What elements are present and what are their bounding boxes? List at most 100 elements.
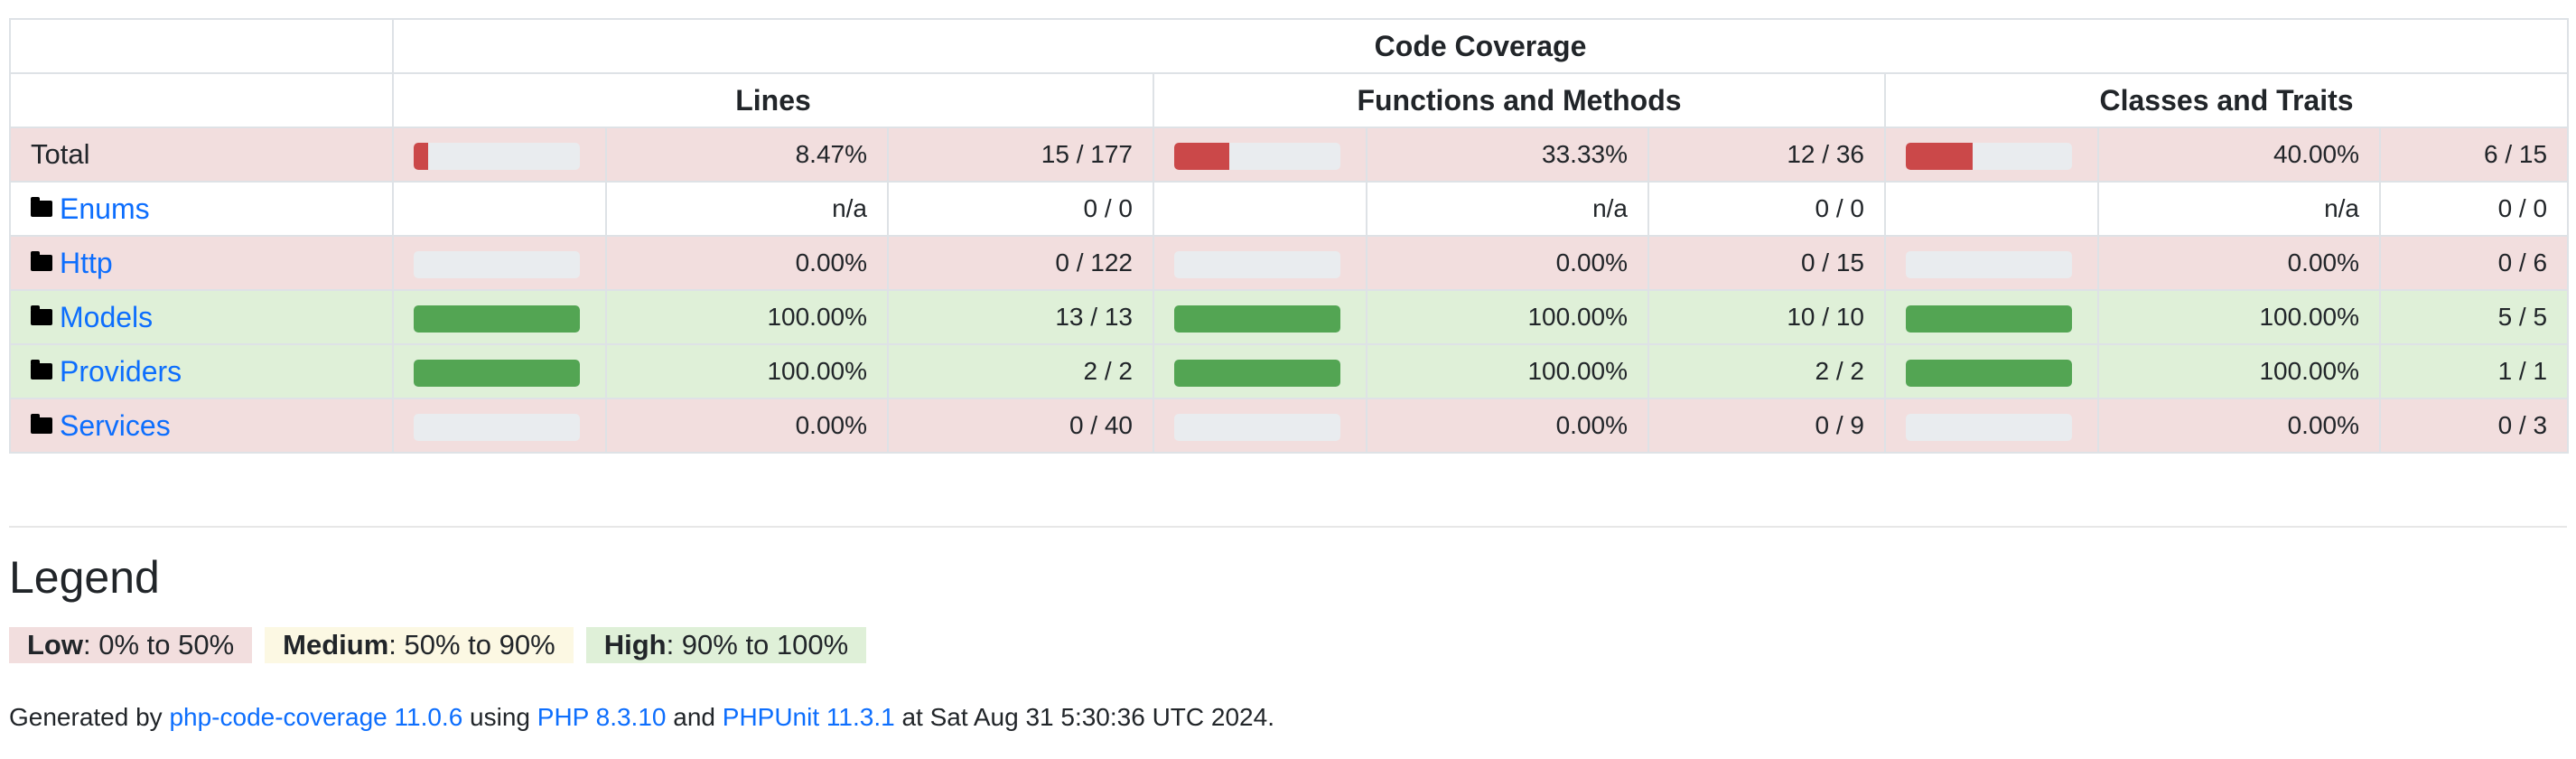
classes-progress-bar bbox=[1906, 305, 2072, 333]
header-functions: Functions and Methods bbox=[1153, 72, 1886, 128]
legend-title: Legend bbox=[9, 552, 160, 603]
row-name-cell: Providers bbox=[9, 343, 394, 399]
section-divider bbox=[9, 526, 2567, 528]
functions-percent: 100.00% bbox=[1366, 289, 1649, 345]
functions-progress-fill bbox=[1174, 360, 1340, 387]
directory-link[interactable]: Services bbox=[60, 408, 171, 442]
classes-percent: 100.00% bbox=[2097, 343, 2381, 399]
functions-bar-cell bbox=[1153, 126, 1367, 183]
directory-link[interactable]: Models bbox=[60, 300, 154, 333]
functions-progress-bar bbox=[1174, 305, 1340, 333]
functions-percent: 33.33% bbox=[1366, 126, 1649, 183]
directory-link[interactable]: Providers bbox=[60, 354, 182, 388]
classes-progress-fill bbox=[1906, 305, 2072, 333]
lines-percent: 0.00% bbox=[605, 235, 889, 291]
header-empty-cell bbox=[9, 18, 394, 74]
header-row-2: Lines Functions and Methods Classes and … bbox=[9, 72, 2570, 128]
lines-count: 0 / 0 bbox=[887, 181, 1154, 237]
lines-progress-fill bbox=[414, 305, 580, 333]
footer: Generated by php-code-coverage 11.0.6 us… bbox=[9, 703, 1274, 732]
row-name-cell: Http bbox=[9, 235, 394, 291]
functions-progress-bar bbox=[1174, 360, 1340, 387]
lines-progress-bar bbox=[414, 251, 580, 278]
functions-progress-bar bbox=[1174, 143, 1340, 170]
classes-count: 0 / 3 bbox=[2378, 398, 2570, 454]
footer-timestamp: at Sat Aug 31 5:30:36 UTC 2024. bbox=[894, 703, 1274, 731]
classes-bar-cell bbox=[1884, 398, 2099, 454]
classes-count: 6 / 15 bbox=[2378, 126, 2570, 183]
header-lines: Lines bbox=[392, 72, 1154, 128]
lines-count: 15 / 177 bbox=[887, 126, 1154, 183]
classes-progress-bar bbox=[1906, 414, 2072, 441]
table-row: Models 100.00% 13 / 13 100.00% 10 / 10 100.00… bbox=[9, 289, 2570, 345]
classes-bar-cell bbox=[1884, 343, 2099, 399]
lines-progress-bar bbox=[414, 143, 580, 170]
functions-count: 12 / 36 bbox=[1647, 126, 1886, 183]
row-name-cell: Enums bbox=[9, 181, 394, 237]
classes-progress-fill bbox=[1906, 143, 1973, 170]
legend-high-label: High bbox=[603, 629, 667, 661]
classes-count: 0 / 0 bbox=[2378, 181, 2570, 237]
legend-high: High: 90% to 100% bbox=[585, 627, 867, 663]
classes-bar-cell bbox=[1884, 181, 2099, 237]
lines-progress-bar bbox=[414, 305, 580, 333]
table-row: Services 0.00% 0 / 40 0.00% 0 / 9 0.00% 0 / 3 bbox=[9, 398, 2570, 454]
lines-count: 2 / 2 bbox=[887, 343, 1154, 399]
lines-count: 13 / 13 bbox=[887, 289, 1154, 345]
lines-count: 0 / 40 bbox=[887, 398, 1154, 454]
row-name-cell: Services bbox=[9, 398, 394, 454]
lines-bar-cell bbox=[392, 398, 607, 454]
header-empty-cell-2 bbox=[9, 72, 394, 128]
functions-progress-fill bbox=[1174, 143, 1230, 170]
row-name-cell: Models bbox=[9, 289, 394, 345]
directory-link[interactable]: Http bbox=[60, 246, 113, 279]
lines-progress-bar bbox=[414, 414, 580, 441]
row-name-cell: Total bbox=[9, 126, 394, 183]
tool-link[interactable]: php-code-coverage 11.0.6 bbox=[169, 703, 463, 731]
lines-percent: n/a bbox=[605, 181, 889, 237]
functions-percent: 100.00% bbox=[1366, 343, 1649, 399]
classes-progress-bar bbox=[1906, 143, 2072, 170]
functions-count: 0 / 15 bbox=[1647, 235, 1886, 291]
classes-progress-bar bbox=[1906, 360, 2072, 387]
total-row: Total 8.47% 15 / 177 33.33% 12 / 36 40.00% 6 /… bbox=[9, 126, 2570, 183]
table-row: Providers 100.00% 2 / 2 100.00% 2 / 2 100.00%… bbox=[9, 343, 2570, 399]
lines-count: 0 / 122 bbox=[887, 235, 1154, 291]
phpunit-link[interactable]: PHPUnit 11.3.1 bbox=[722, 703, 895, 731]
coverage-rows: Total 8.47% 15 / 177 33.33% 12 / 36 40.00% 6 /… bbox=[9, 126, 2570, 454]
lines-bar-cell bbox=[392, 181, 607, 237]
functions-count: 0 / 0 bbox=[1647, 181, 1886, 237]
directory-link[interactable]: Enums bbox=[60, 192, 150, 225]
folder-icon bbox=[31, 360, 52, 380]
classes-bar-cell bbox=[1884, 126, 2099, 183]
classes-progress-fill bbox=[1906, 360, 2072, 387]
classes-percent: 100.00% bbox=[2097, 289, 2381, 345]
table-row: Enums n/a 0 / 0 n/a 0 / 0 n/a 0 / 0 bbox=[9, 181, 2570, 237]
lines-progress-fill bbox=[414, 143, 428, 170]
legend-medium-range: : 50% to 90% bbox=[388, 629, 555, 661]
lines-progress-bar bbox=[414, 360, 580, 387]
classes-percent: n/a bbox=[2097, 181, 2381, 237]
coverage-table: Code Coverage Lines Functions and Method… bbox=[9, 18, 2570, 454]
lines-bar-cell bbox=[392, 126, 607, 183]
legend-high-range: : 90% to 100% bbox=[666, 629, 849, 661]
footer-generated-by: Generated by bbox=[9, 703, 170, 731]
functions-bar-cell bbox=[1153, 398, 1367, 454]
lines-percent: 100.00% bbox=[605, 343, 889, 399]
functions-percent: 0.00% bbox=[1366, 398, 1649, 454]
classes-count: 5 / 5 bbox=[2378, 289, 2570, 345]
folder-icon bbox=[31, 197, 52, 218]
classes-bar-cell bbox=[1884, 235, 2099, 291]
legend-medium: Medium: 50% to 90% bbox=[265, 627, 574, 663]
footer-and: and bbox=[666, 703, 723, 731]
lines-bar-cell bbox=[392, 289, 607, 345]
folder-icon bbox=[31, 305, 52, 326]
functions-count: 10 / 10 bbox=[1647, 289, 1886, 345]
php-link[interactable]: PHP 8.3.10 bbox=[537, 703, 667, 731]
functions-count: 2 / 2 bbox=[1647, 343, 1886, 399]
header-classes: Classes and Traits bbox=[1883, 72, 2570, 128]
functions-bar-cell bbox=[1153, 289, 1367, 345]
functions-bar-cell bbox=[1153, 181, 1367, 237]
lines-percent: 8.47% bbox=[605, 126, 889, 183]
